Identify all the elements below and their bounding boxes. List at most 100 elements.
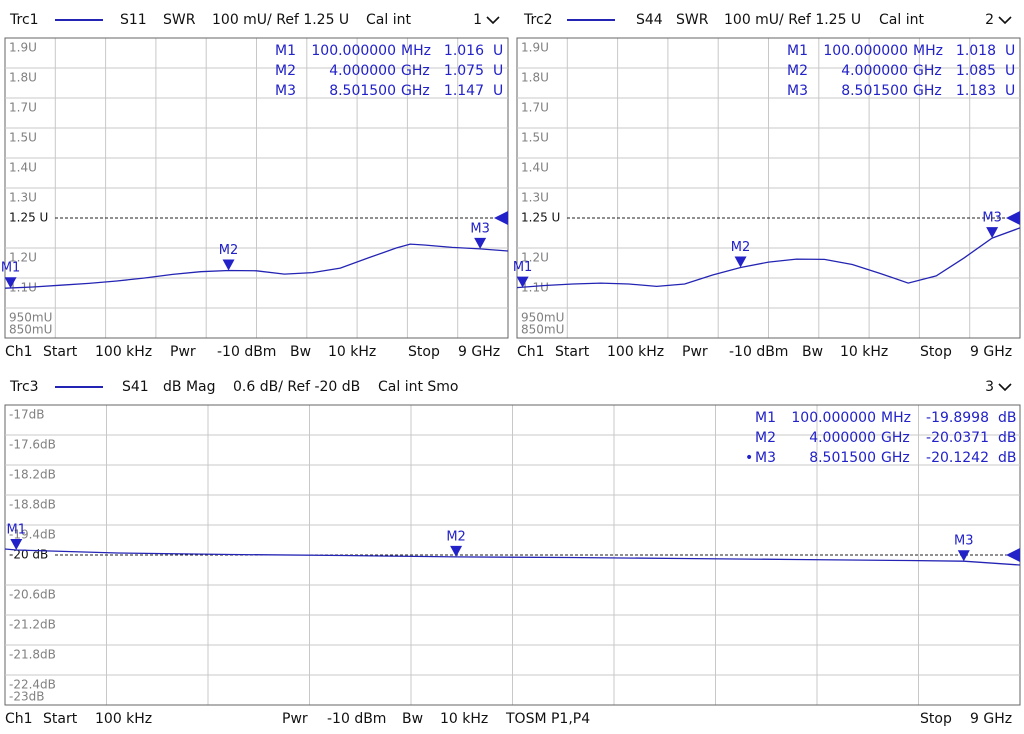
- marker-table-value: -20.1242: [926, 450, 989, 466]
- marker-table-value: 1.183: [956, 83, 996, 99]
- y-tick-label: 1.4U: [521, 161, 549, 175]
- y-tick-label: -18.2dB: [9, 468, 56, 482]
- channel-footer-text: 9 GHz: [970, 344, 1012, 360]
- marker-table-name: M3: [787, 83, 808, 99]
- trace-number[interactable]: 3: [985, 379, 994, 395]
- y-tick-label: 1.4U: [9, 161, 37, 175]
- marker-table-value: -19.8998: [926, 410, 989, 426]
- channel-footer-text: Bw: [402, 711, 423, 727]
- trace-header-text: Cal int: [879, 12, 924, 28]
- marker-table-name: M1: [275, 43, 296, 59]
- channel-footer-text: -10 dBm: [327, 711, 386, 727]
- y-tick-label: 1.25 U: [521, 211, 560, 225]
- y-tick-label: 1.1U: [521, 281, 549, 295]
- channel-footer-text: 10 kHz: [840, 344, 888, 360]
- y-tick-label: -17dB: [9, 408, 44, 422]
- marker-table-frequency-unit: GHz: [881, 430, 910, 446]
- channel-footer-text: -10 dBm: [217, 344, 276, 360]
- trace: [516, 227, 1021, 289]
- trace-header-text: Trc2: [523, 12, 553, 28]
- y-tick-label: -19.4dB: [9, 528, 56, 542]
- y-tick-label: 850mU: [9, 323, 52, 337]
- marker-table-frequency-unit: GHz: [913, 83, 942, 99]
- reference-arrow: [1006, 211, 1020, 225]
- channel-footer-text: 100 kHz: [95, 344, 152, 360]
- y-tick-label: 1.3U: [521, 191, 549, 205]
- trace-number[interactable]: 2: [985, 12, 994, 28]
- marker-label: M1: [1, 261, 21, 276]
- marker-label: M1: [513, 260, 533, 275]
- marker-table-frequency-unit: GHz: [401, 83, 430, 99]
- marker-table-frequency: 8.501500: [329, 83, 396, 99]
- y-tick-label: 1.25 U: [9, 211, 48, 225]
- marker-table-frequency: 8.501500: [841, 83, 908, 99]
- marker-table-name: M2: [787, 63, 808, 79]
- channel-footer-text: Stop: [408, 344, 440, 360]
- trace-header-text: Trc3: [9, 379, 39, 395]
- marker-table-frequency: 100.000000: [311, 43, 396, 59]
- marker-table-value-unit: U: [493, 43, 503, 59]
- trace-menu-chevron[interactable]: [998, 16, 1012, 25]
- marker-table-value-unit: U: [1005, 43, 1015, 59]
- channel-footer-text: -10 dBm: [729, 344, 788, 360]
- marker-table-name: M3: [275, 83, 296, 99]
- trace-header-text: Cal int Smo: [378, 379, 459, 395]
- y-tick-label: 1.7U: [521, 101, 549, 115]
- y-tick-label: 850mU: [521, 323, 564, 337]
- trace-header-text: 100 mU/ Ref 1.25 U: [212, 12, 349, 28]
- channel-footer-text: Pwr: [282, 711, 308, 727]
- channel-footer-text: Stop: [920, 711, 952, 727]
- marker-triangle: [10, 538, 23, 550]
- trace: [4, 548, 1021, 566]
- marker-triangle: [957, 550, 970, 562]
- marker-table-value: -20.0371: [926, 430, 989, 446]
- marker-label: M3: [982, 211, 1002, 226]
- marker-label: M1: [7, 522, 27, 537]
- marker-table-name: M2: [755, 430, 776, 446]
- marker-table-value-unit: U: [493, 63, 503, 79]
- reference-arrow: [494, 211, 508, 225]
- trace-number[interactable]: 1: [473, 12, 482, 28]
- marker-table-value-unit: dB: [998, 410, 1017, 426]
- marker-table-value: 1.016: [444, 43, 484, 59]
- trace-menu-chevron[interactable]: [998, 383, 1012, 392]
- channel-footer-text: Bw: [290, 344, 311, 360]
- y-tick-label: 1.2U: [9, 251, 37, 265]
- marker-table-frequency-unit: GHz: [881, 450, 910, 466]
- active-marker-symbol: •: [745, 450, 753, 466]
- trace-header-text: SWR: [676, 12, 709, 28]
- marker-table-value: 1.075: [444, 63, 484, 79]
- y-tick-label: -21.8dB: [9, 648, 56, 662]
- marker-table-frequency: 8.501500: [809, 450, 876, 466]
- channel-footer-text: 10 kHz: [328, 344, 376, 360]
- trace-header-text: 0.6 dB/ Ref -20 dB: [233, 379, 360, 395]
- y-tick-label: 1.2U: [521, 251, 549, 265]
- marker-table-frequency-unit: MHz: [401, 43, 431, 59]
- y-tick-label: 1.9U: [9, 41, 37, 55]
- y-tick-label: 950mU: [521, 311, 564, 325]
- channel-footer-text: Stop: [920, 344, 952, 360]
- channel-footer-text: Start: [555, 344, 590, 360]
- y-tick-label: 950mU: [9, 311, 52, 325]
- marker-triangle: [222, 259, 235, 271]
- marker-table-value-unit: U: [493, 83, 503, 99]
- marker-table-frequency: 4.000000: [841, 63, 908, 79]
- marker-triangle: [734, 256, 747, 268]
- channel-footer-text: Ch1: [5, 344, 33, 360]
- marker-table-value-unit: dB: [998, 430, 1017, 446]
- marker-table-name: M1: [755, 410, 776, 426]
- channel-footer-text: 9 GHz: [458, 344, 500, 360]
- marker-table-value: 1.085: [956, 63, 996, 79]
- channel-footer-text: 100 kHz: [95, 711, 152, 727]
- trace-header-text: S11: [120, 12, 147, 28]
- y-tick-label: -23dB: [9, 690, 44, 704]
- marker-table-frequency-unit: MHz: [881, 410, 911, 426]
- marker-label: M3: [954, 534, 974, 549]
- channel-footer-text: Ch1: [5, 711, 33, 727]
- marker-table-value: 1.147: [444, 83, 484, 99]
- channel-footer-text: Ch1: [517, 344, 545, 360]
- trace-menu-chevron[interactable]: [486, 16, 500, 25]
- y-tick-label: 1.8U: [9, 71, 37, 85]
- y-tick-label: -18.8dB: [9, 498, 56, 512]
- channel-footer-text: TOSM P1,P4: [505, 711, 590, 727]
